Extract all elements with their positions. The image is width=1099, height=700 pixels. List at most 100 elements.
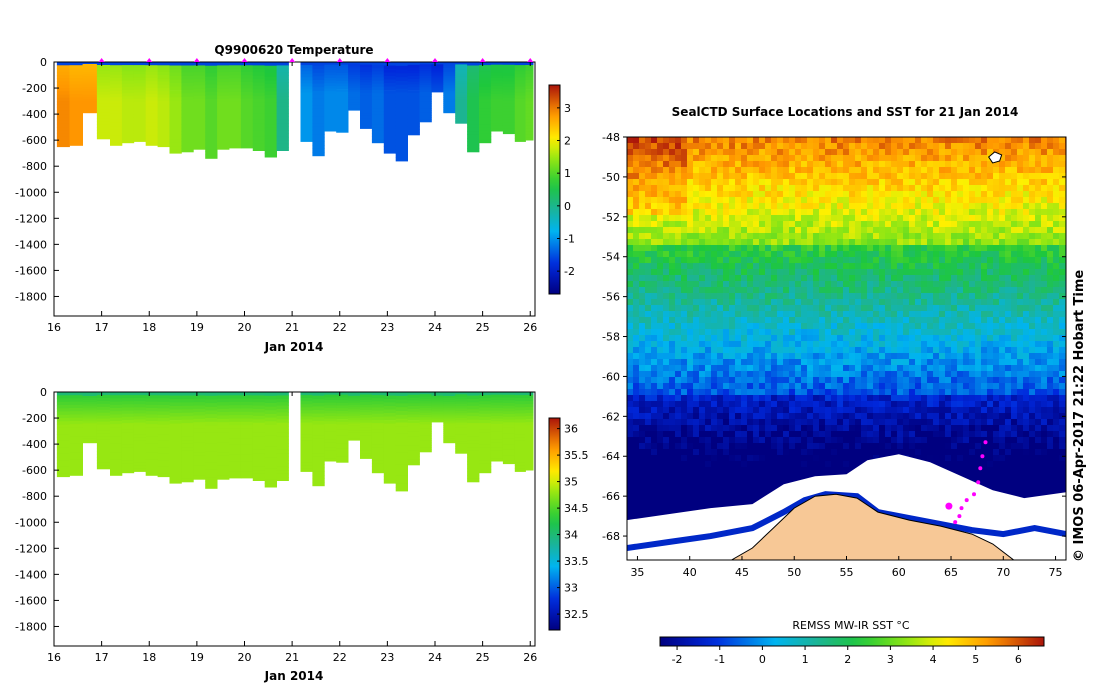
sst-cell xyxy=(693,149,700,156)
temperature-cell xyxy=(407,115,420,119)
sst-cell xyxy=(957,149,964,156)
sst-cell xyxy=(1017,167,1024,174)
sst-cell xyxy=(945,263,952,270)
sst-cell xyxy=(873,179,880,186)
sst-cell xyxy=(1011,215,1018,222)
sst-cell xyxy=(699,269,706,276)
temperature-cell xyxy=(110,74,123,79)
salinity-cell xyxy=(360,394,373,398)
salinity-cell xyxy=(205,440,218,445)
sst-cell xyxy=(879,323,886,330)
sst-cell xyxy=(891,215,898,222)
salinity-cell xyxy=(514,416,526,420)
sst-cell xyxy=(693,311,700,318)
sst-cell xyxy=(861,263,868,270)
temperature-cell xyxy=(348,69,361,72)
salinity-cell xyxy=(276,398,289,403)
sst-cell xyxy=(753,311,760,318)
sst-cell xyxy=(993,263,1000,270)
sst-cell xyxy=(675,293,682,300)
temperature-cell xyxy=(229,105,242,109)
sst-cell xyxy=(921,269,928,276)
sst-cell xyxy=(963,251,970,258)
sst-cell xyxy=(1059,197,1066,204)
temperature-cell xyxy=(479,65,492,69)
temperature-cell xyxy=(133,107,147,112)
temperature-cell xyxy=(133,132,147,136)
sst-cell xyxy=(705,143,712,150)
sst-cell xyxy=(951,233,958,240)
sst-cell xyxy=(777,275,784,282)
salinity-cell xyxy=(276,402,289,406)
sst-cell xyxy=(975,245,982,252)
sst-cell xyxy=(693,161,700,168)
temperature-cell xyxy=(490,62,504,66)
sst-cell xyxy=(789,329,796,336)
temperature-cell xyxy=(96,135,111,140)
sst-cell xyxy=(693,347,700,354)
salinity-cell xyxy=(181,433,194,438)
sst-cell xyxy=(1017,251,1024,258)
temperature-cell xyxy=(360,87,373,91)
salinity-cell xyxy=(264,392,277,397)
sst-cell xyxy=(729,203,736,210)
sst-cell xyxy=(633,275,640,282)
sst-cell xyxy=(921,275,928,282)
sst-cell xyxy=(1017,293,1024,300)
temperature-cell xyxy=(360,105,373,109)
salinity-cell xyxy=(395,472,408,477)
temperature-cell xyxy=(181,124,194,129)
sst-cell xyxy=(819,281,826,288)
temperature-cell xyxy=(525,89,534,93)
sst-cell xyxy=(891,179,898,186)
sst-cell xyxy=(903,329,910,336)
sst-cell xyxy=(915,341,922,348)
sst-cell xyxy=(963,275,970,282)
temperature-cell xyxy=(56,110,70,115)
temperature-cell xyxy=(443,77,456,80)
sst-cell xyxy=(843,323,850,330)
sst-cell xyxy=(813,347,820,354)
sst-cell xyxy=(741,287,748,294)
sst-cell xyxy=(807,203,814,210)
sst-cell xyxy=(633,293,640,300)
salinity-cell xyxy=(300,413,313,417)
sst-cell xyxy=(951,209,958,216)
sst-cell xyxy=(855,263,862,270)
temperature-cell xyxy=(157,117,170,122)
sst-cell xyxy=(1047,215,1054,222)
temperature-cell xyxy=(300,65,313,69)
sst-cell xyxy=(831,323,838,330)
salinity-cell xyxy=(479,466,492,470)
salinity-cell xyxy=(490,439,504,443)
sst-cell xyxy=(1011,335,1018,342)
salinity-cell xyxy=(264,439,277,444)
salinity-cell xyxy=(395,483,408,488)
temperature-cell xyxy=(110,139,123,143)
sst-cell xyxy=(759,185,766,192)
sst-cell xyxy=(1035,203,1042,210)
sst-cell xyxy=(735,161,742,168)
sst-cell xyxy=(831,329,838,336)
salinity-cell xyxy=(455,450,468,454)
sst-cell xyxy=(783,263,790,270)
salinity-cell xyxy=(383,465,397,470)
sst-cell xyxy=(957,227,964,234)
temperature-cell xyxy=(479,71,492,75)
sst-cell xyxy=(921,221,928,228)
temperature-cell xyxy=(407,62,420,66)
sst-cell xyxy=(735,167,742,174)
sst-cell xyxy=(675,221,682,228)
salinity-cell xyxy=(133,410,147,414)
sst-cell xyxy=(675,329,682,336)
sst-cell xyxy=(861,311,868,318)
sst-cell xyxy=(993,341,1000,348)
sst-cell xyxy=(1029,323,1036,330)
salinity-cell xyxy=(371,407,385,411)
sst-cell xyxy=(711,281,718,288)
sst-cell xyxy=(897,239,904,246)
sst-cell xyxy=(879,299,886,306)
temperature-cell xyxy=(348,62,361,65)
sst-cell xyxy=(825,245,832,252)
sst-cell xyxy=(969,287,976,294)
